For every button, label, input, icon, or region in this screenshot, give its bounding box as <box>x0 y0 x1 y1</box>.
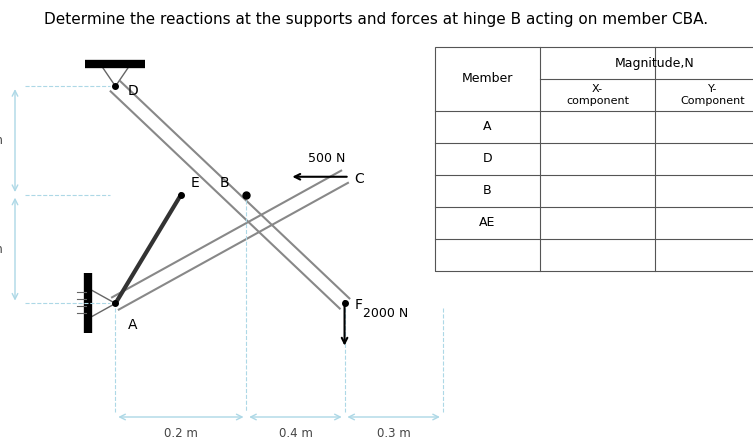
Text: B: B <box>483 184 492 198</box>
Text: 0.3 m: 0.3 m <box>0 243 3 255</box>
Text: A: A <box>127 318 137 332</box>
Text: 0.2 m: 0.2 m <box>164 427 198 440</box>
Text: B: B <box>220 176 229 190</box>
Text: D: D <box>483 152 492 165</box>
Text: F: F <box>355 298 362 312</box>
Text: Y-
Component: Y- Component <box>680 84 745 106</box>
Text: 2000 N: 2000 N <box>362 307 408 320</box>
Bar <box>435 47 753 271</box>
Text: X-
component: X- component <box>566 84 629 106</box>
Text: Determine the reactions at the supports and forces at hinge B acting on member C: Determine the reactions at the supports … <box>44 12 708 27</box>
Text: 0.3 m: 0.3 m <box>376 427 410 440</box>
Text: A: A <box>483 121 492 133</box>
Text: D: D <box>127 84 139 98</box>
Text: 0.6 m: 0.6 m <box>0 134 3 147</box>
Text: AE: AE <box>480 217 495 229</box>
Text: Member: Member <box>462 72 514 85</box>
Text: E: E <box>191 176 200 190</box>
Text: C: C <box>355 172 364 186</box>
Text: Magnitude,N: Magnitude,N <box>615 57 695 69</box>
Text: 0.4 m: 0.4 m <box>279 427 312 440</box>
Text: 500 N: 500 N <box>308 152 345 165</box>
